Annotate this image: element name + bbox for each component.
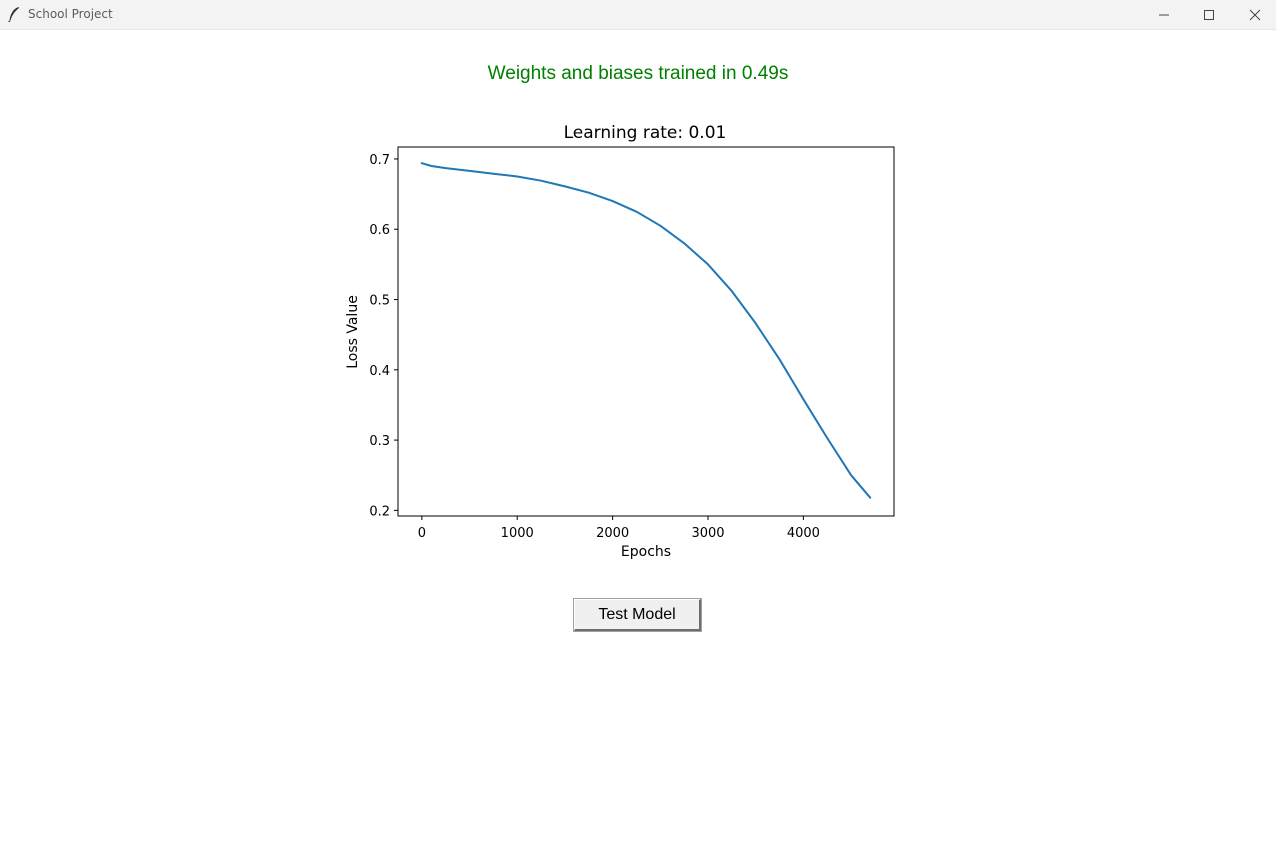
- window-title: School Project: [28, 7, 113, 21]
- minimize-icon: [1159, 14, 1169, 15]
- x-tick-label: 0: [418, 526, 426, 541]
- maximize-button[interactable]: [1186, 0, 1232, 29]
- close-button[interactable]: [1232, 0, 1276, 29]
- y-axis-label: Loss Value: [345, 295, 361, 369]
- y-tick-label: 0.2: [369, 504, 390, 519]
- training-status-text: Weights and biases trained in 0.49s: [487, 63, 789, 84]
- feather-icon: [8, 7, 19, 22]
- loss-series-line: [420, 162, 872, 499]
- x-tick-label: 4000: [787, 526, 820, 541]
- y-tick-label: 0.5: [369, 294, 390, 309]
- x-tick-label: 2000: [596, 526, 629, 541]
- y-tick-label: 0.6: [369, 223, 390, 238]
- y-axis-ticks: 0.2 0.3 0.4 0.5 0.6 0.7: [369, 153, 398, 519]
- y-tick-label: 0.4: [369, 364, 390, 379]
- y-tick-label: 0.7: [369, 153, 390, 168]
- title-bar: School Project: [0, 0, 1276, 30]
- test-model-button[interactable]: Test Model: [574, 599, 701, 631]
- close-icon: [1249, 9, 1261, 20]
- minimize-button[interactable]: [1141, 0, 1187, 29]
- plot-frame: [397, 146, 895, 517]
- x-tick-label: 3000: [691, 526, 724, 541]
- x-axis-ticks: 0 1000 2000 3000 4000: [418, 516, 820, 541]
- chart-title: Learning rate: 0.01: [564, 123, 727, 143]
- y-tick-label: 0.3: [369, 434, 390, 449]
- x-tick-label: 1000: [501, 526, 534, 541]
- x-axis-label: Epochs: [621, 544, 671, 560]
- loss-chart: Learning rate: 0.01 0.2 0.3 0.4 0.5 0.6 0.7 0…: [345, 123, 895, 560]
- maximize-icon: [1204, 9, 1214, 20]
